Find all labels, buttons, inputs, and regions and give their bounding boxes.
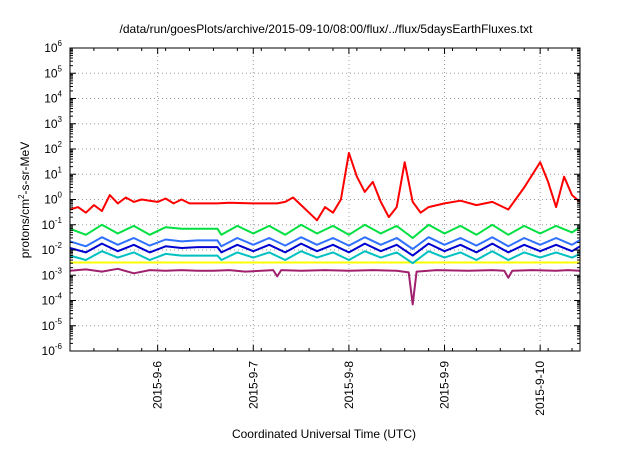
y-axis-label: protons/cm2-s-sr-MeV: [17, 142, 32, 258]
x-tick-label: 2015-9-8: [342, 361, 356, 409]
series-line-5: [69, 223, 581, 239]
y-tick-label: 10-5: [42, 317, 63, 333]
y-axis-label-sup: 2: [17, 194, 26, 199]
y-tick-label: 10-2: [42, 241, 63, 257]
y-axis-label-rest: -s-sr-MeV: [18, 142, 32, 195]
series-group: [69, 151, 581, 306]
y-tick-label: 102: [44, 140, 62, 156]
y-tick-label: 10-3: [42, 266, 63, 282]
chart-title: /data/run/goesPlots/archive/2015-09-10/0…: [120, 22, 534, 36]
series-line-0: [69, 267, 581, 306]
y-tick-label: 101: [44, 165, 62, 181]
y-tick-label: 106: [44, 39, 62, 55]
y-tick-label: 105: [44, 64, 62, 80]
x-axis-label: Coordinated Universal Time (UTC): [232, 427, 416, 441]
y-tick-label: 104: [44, 90, 62, 106]
series-line-4: [69, 236, 581, 250]
series-line-2: [69, 250, 581, 265]
x-tick-label: 2015-9-6: [151, 361, 165, 409]
y-tick-label: 10-1: [42, 216, 63, 232]
y-tick-label: 100: [44, 191, 62, 207]
ticks: 2015-9-6 2015-9-7 2015-9-8 2015-9-9 2015-9-1…: [42, 39, 580, 416]
y-tick-label: 10-4: [42, 292, 63, 308]
y-tick-label: 10-6: [42, 342, 63, 358]
x-tick-label: 2015-9-10: [533, 361, 547, 416]
x-tick-label: 2015-9-9: [438, 361, 452, 409]
series-line-6: [69, 151, 581, 222]
y-axis-label-base: protons/cm: [18, 199, 32, 258]
x-tick-label: 2015-9-7: [246, 361, 260, 409]
series-line-3: [69, 242, 581, 257]
y-tick-label: 103: [44, 115, 62, 131]
